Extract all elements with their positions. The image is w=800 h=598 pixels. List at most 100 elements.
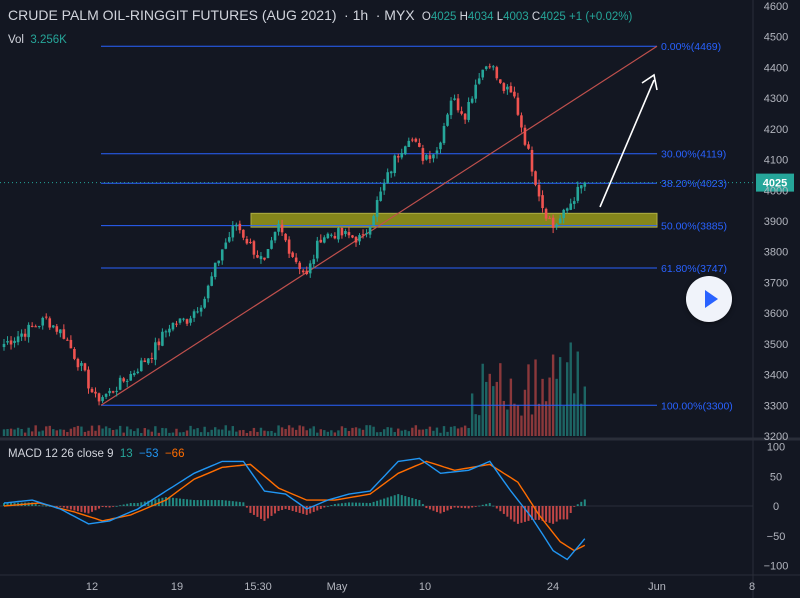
- candle-body: [175, 323, 178, 325]
- price-tick-label: 4600: [764, 1, 788, 13]
- low-value: 4003: [503, 11, 529, 23]
- price-tick-label: 3700: [764, 277, 788, 289]
- price-tick-label: 4300: [764, 93, 788, 105]
- candle-body: [407, 140, 411, 147]
- candle-body: [572, 201, 576, 204]
- macd-histogram-bar: [38, 505, 41, 507]
- volume-bar: [456, 428, 460, 436]
- fib-label: 50.00%(3885): [661, 221, 727, 233]
- price-tick-label: 3900: [764, 216, 788, 228]
- volume-bar: [481, 363, 484, 436]
- candle-body: [477, 78, 481, 84]
- candle-body: [354, 237, 358, 243]
- candle-body: [537, 184, 541, 197]
- candle-body: [161, 331, 164, 346]
- support-zone: [250, 212, 658, 228]
- candle-body: [442, 126, 446, 144]
- macd-histogram-bar: [245, 506, 248, 508]
- volume-bar: [382, 429, 386, 436]
- candle-body: [403, 146, 407, 155]
- macd-histogram-bar: [471, 506, 474, 508]
- volume-bar: [583, 386, 586, 436]
- volume-bar: [38, 431, 41, 436]
- volume-bar: [551, 354, 555, 436]
- candle-body: [171, 322, 175, 330]
- macd-histogram-bar: [580, 501, 583, 506]
- volume-bar: [337, 430, 340, 436]
- macd-histogram-bar: [69, 506, 72, 510]
- volume-bar: [562, 406, 565, 436]
- candle-body: [87, 369, 90, 389]
- candle-body: [347, 232, 351, 236]
- candle-body: [48, 318, 52, 328]
- macd-histogram-bar: [207, 500, 210, 506]
- candle-body: [16, 336, 20, 343]
- volume-bar: [210, 429, 213, 436]
- candle-body: [182, 318, 185, 320]
- macd-histogram-bar: [267, 506, 269, 519]
- candle-body: [273, 231, 277, 241]
- volume-bar: [316, 432, 319, 436]
- macd-histogram-bar: [386, 497, 389, 506]
- macd-histogram-bar: [379, 499, 382, 506]
- volume-bar: [136, 428, 139, 436]
- macd-histogram-bar: [98, 506, 101, 509]
- macd-histogram-bar: [284, 506, 287, 509]
- volume-bar: [354, 427, 358, 436]
- macd-histogram-bar: [200, 500, 203, 506]
- volume-bar: [41, 430, 44, 436]
- candle-body: [315, 240, 319, 259]
- volume-bar: [111, 429, 115, 436]
- macd-histogram-bar: [193, 500, 196, 506]
- macd-histogram-bar: [171, 497, 174, 506]
- candle-body: [301, 270, 305, 273]
- candle-body: [143, 360, 147, 363]
- macd-histogram-bar: [506, 506, 509, 517]
- candle-body: [111, 391, 115, 393]
- macd-histogram-bar: [108, 506, 111, 508]
- macd-histogram-bar: [464, 506, 467, 509]
- volume-bar: [108, 428, 111, 436]
- volume-bar: [242, 429, 245, 436]
- fib-label: 61.80%(3747): [661, 263, 727, 275]
- volume-bar: [351, 427, 354, 436]
- macd-histogram-bar: [569, 506, 572, 513]
- candle-body: [326, 233, 330, 239]
- price-tick-label: 4500: [764, 32, 788, 44]
- macd-histogram-bar: [154, 499, 157, 506]
- macd-histogram-bar: [112, 506, 115, 507]
- macd-histogram-bar: [355, 502, 357, 506]
- macd-legend: MACD 12 26 close 9 13 −53 −66: [8, 448, 184, 460]
- candle-body: [358, 235, 361, 242]
- volume-bar: [164, 428, 168, 436]
- volume-bar: [9, 428, 13, 436]
- volume-bar: [284, 428, 287, 436]
- candle-body: [337, 228, 340, 240]
- time-tick-label: 8: [749, 581, 755, 593]
- volume-bar: [256, 431, 259, 436]
- candle-body: [418, 142, 421, 147]
- volume-bar: [446, 431, 449, 436]
- candle-body: [389, 171, 393, 174]
- candle-body: [266, 249, 270, 259]
- macd-histogram-bar: [59, 506, 62, 507]
- macd-histogram-bar: [147, 500, 150, 506]
- candle-body: [579, 185, 583, 189]
- volume-bar: [463, 425, 467, 436]
- candle-body: [435, 150, 439, 154]
- axes: 3200 3300 3400 3500 3600 3700 3800 3900 4000 4100…: [86, 1, 789, 593]
- candle-body: [467, 101, 470, 120]
- candle-body: [305, 270, 309, 275]
- volume-bar: [118, 425, 122, 436]
- interval[interactable]: 1h: [352, 7, 369, 23]
- candle-body: [263, 257, 266, 260]
- volume-value: 3.256K: [30, 34, 67, 46]
- candle-body: [59, 329, 62, 334]
- play-button[interactable]: [686, 276, 732, 322]
- candle-body: [312, 259, 316, 265]
- candle-body: [122, 378, 125, 382]
- candle-body: [192, 311, 196, 318]
- high-label: H: [459, 11, 468, 23]
- high-value: 4034: [467, 11, 494, 23]
